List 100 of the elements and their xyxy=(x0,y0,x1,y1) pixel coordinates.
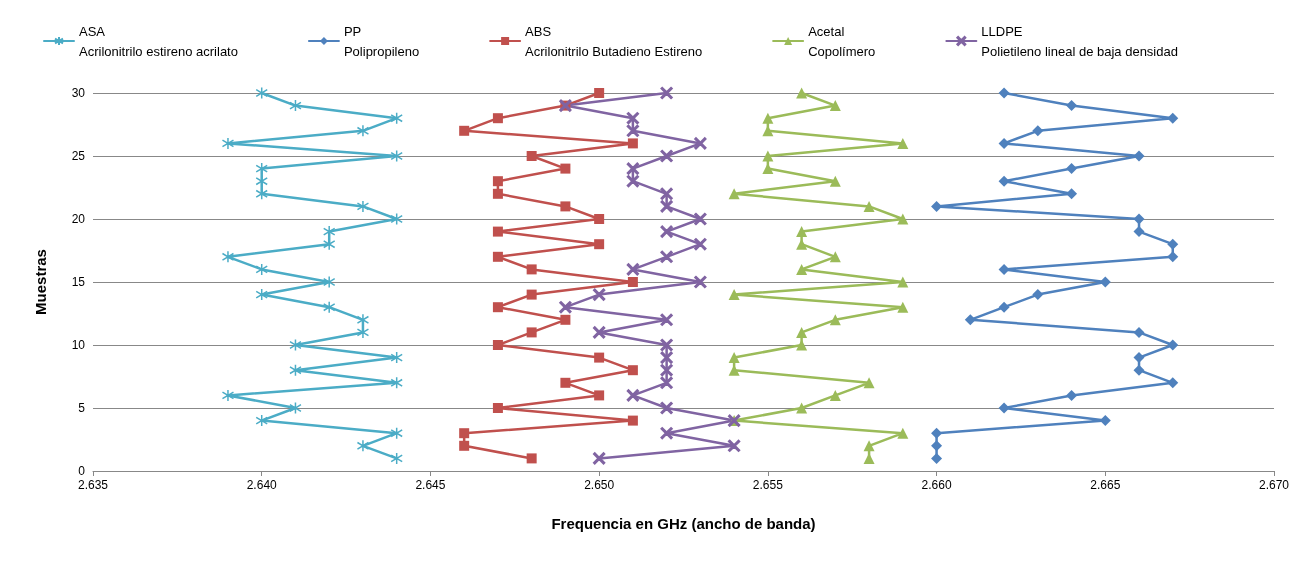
point xyxy=(660,187,673,201)
point xyxy=(560,314,571,325)
legend-label: Acetal Copolímero xyxy=(808,23,876,59)
point xyxy=(660,250,673,264)
point xyxy=(1167,112,1179,124)
point xyxy=(1032,289,1044,301)
point xyxy=(660,225,673,238)
point xyxy=(627,415,638,426)
y-tick-label: 0 xyxy=(78,464,86,478)
point xyxy=(829,251,841,263)
point xyxy=(492,302,503,313)
point xyxy=(626,389,640,402)
point xyxy=(660,313,673,327)
point xyxy=(1167,251,1179,263)
point xyxy=(897,213,909,225)
y-tick-label: 15 xyxy=(71,275,86,289)
point xyxy=(592,326,606,339)
point xyxy=(626,124,640,138)
point xyxy=(390,212,403,226)
legend-label: ABS Acrilonitrilo Butadieno Estireno xyxy=(525,23,703,59)
point xyxy=(594,390,605,401)
point xyxy=(560,163,571,174)
point xyxy=(526,151,537,161)
point xyxy=(559,300,572,314)
point xyxy=(356,439,370,453)
point xyxy=(560,377,571,388)
x-tick-label: 2.665 xyxy=(1090,478,1121,492)
point xyxy=(492,188,503,199)
point xyxy=(660,86,673,100)
point xyxy=(660,351,673,364)
point xyxy=(694,137,707,150)
point xyxy=(1133,150,1145,162)
point xyxy=(728,352,740,364)
point xyxy=(931,452,943,464)
point xyxy=(863,440,875,452)
point xyxy=(627,138,638,149)
point xyxy=(221,137,235,150)
point xyxy=(660,376,673,390)
point xyxy=(221,389,235,402)
point xyxy=(255,187,268,201)
point xyxy=(762,112,774,124)
point xyxy=(931,427,943,439)
point xyxy=(1066,389,1078,401)
point xyxy=(390,452,403,465)
point xyxy=(694,212,707,226)
point xyxy=(660,426,673,440)
point xyxy=(322,275,336,289)
point xyxy=(626,174,640,188)
point xyxy=(255,288,268,301)
point xyxy=(660,200,673,213)
point xyxy=(796,326,808,338)
point xyxy=(829,314,841,326)
point xyxy=(526,289,537,300)
point xyxy=(255,263,268,276)
point xyxy=(255,86,268,100)
point xyxy=(626,111,640,125)
legend-label: PP Polipropileno xyxy=(343,23,420,59)
point xyxy=(592,288,606,301)
point xyxy=(1066,163,1078,175)
point xyxy=(627,277,638,287)
point xyxy=(829,175,841,187)
point xyxy=(459,440,470,451)
x-tick-label: 2.655 xyxy=(752,478,784,492)
point xyxy=(594,88,605,98)
point xyxy=(727,439,741,453)
point xyxy=(255,414,268,427)
point xyxy=(660,338,673,352)
point xyxy=(626,263,640,276)
point xyxy=(897,301,909,313)
point xyxy=(897,276,909,288)
point xyxy=(594,239,605,250)
y-axis-title: Muestras xyxy=(32,249,49,315)
x-tick-label: 2.645 xyxy=(415,478,446,492)
point xyxy=(526,264,537,275)
point xyxy=(1133,226,1145,238)
point xyxy=(492,403,503,413)
x-axis-title: Frequencia en GHz (ancho de banda) xyxy=(551,515,816,532)
x-tick-label: 2.660 xyxy=(921,478,952,492)
point xyxy=(964,314,976,326)
point xyxy=(459,428,470,439)
y-tick-label: 5 xyxy=(78,401,86,415)
point xyxy=(356,200,370,213)
point xyxy=(1167,339,1179,351)
point xyxy=(1066,188,1078,200)
point xyxy=(289,401,302,415)
point xyxy=(660,401,673,415)
point xyxy=(897,427,909,439)
point xyxy=(998,301,1010,313)
point xyxy=(356,124,370,138)
point xyxy=(322,225,336,238)
point xyxy=(796,87,808,99)
point xyxy=(694,237,707,251)
point xyxy=(492,340,503,350)
y-tick-label: 30 xyxy=(71,86,86,100)
point xyxy=(492,251,503,262)
point xyxy=(560,201,571,212)
point xyxy=(1167,238,1179,250)
point xyxy=(931,440,943,452)
point xyxy=(897,137,909,149)
point xyxy=(796,402,808,414)
